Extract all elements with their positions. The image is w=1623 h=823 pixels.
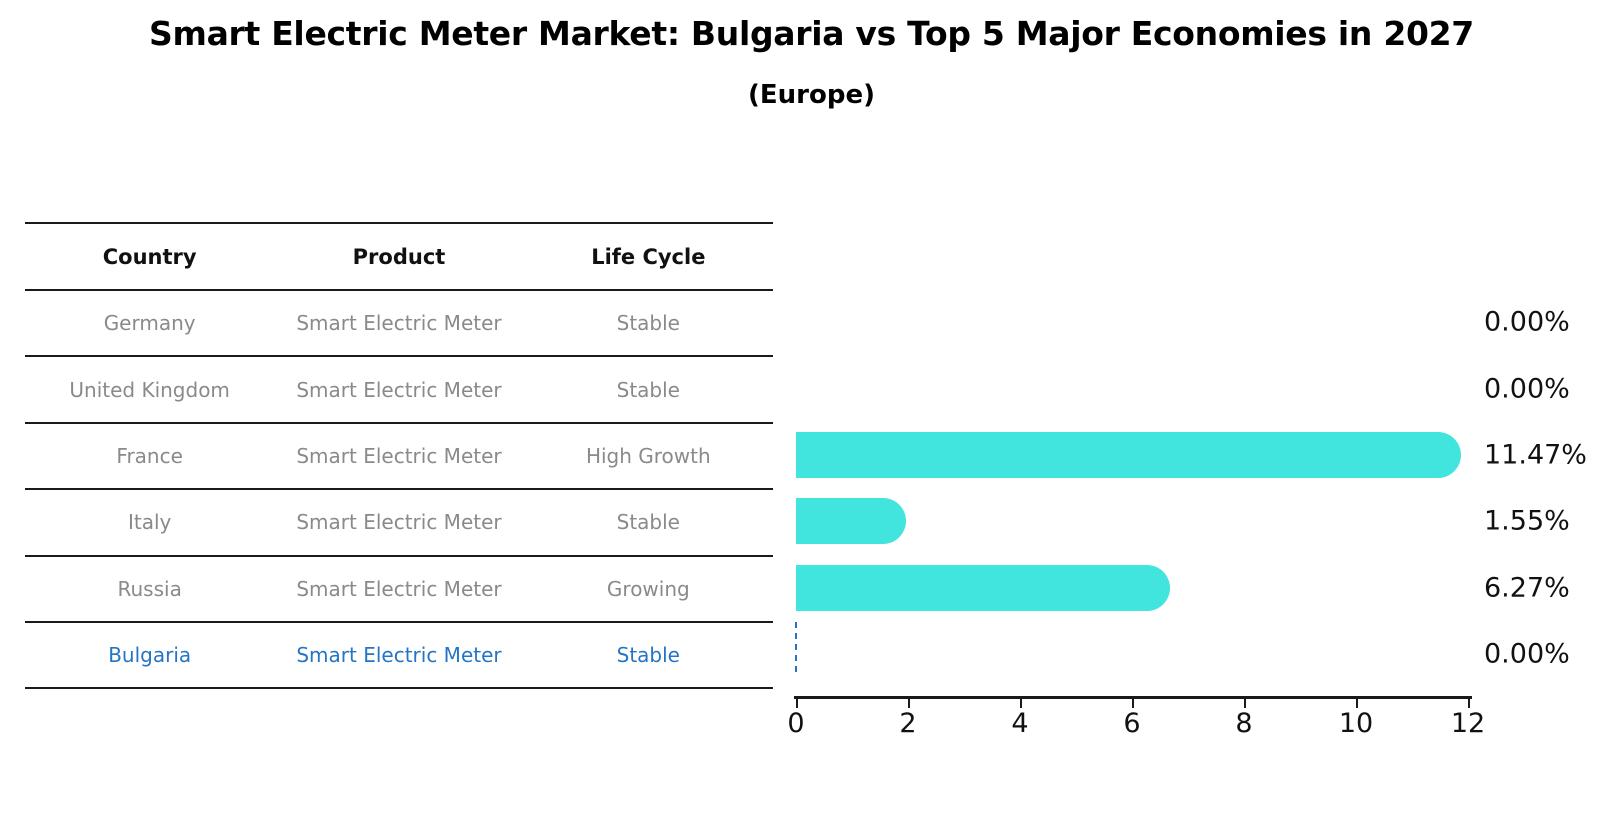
- table-row: United Kingdom Smart Electric Meter Stable: [25, 357, 773, 424]
- value-label: 0.00%: [1484, 638, 1570, 670]
- zero-marker-line: [795, 622, 797, 673]
- value-label: 0.00%: [1484, 373, 1570, 405]
- x-tick: [1132, 699, 1134, 708]
- x-tick-label: 6: [1123, 708, 1141, 739]
- x-tick: [1356, 699, 1358, 708]
- lifecycle-cell: Stable: [616, 311, 680, 336]
- table-row: Bulgaria Smart Electric Meter Stable: [25, 623, 773, 690]
- country-cell: Italy: [127, 510, 172, 535]
- value-bar: [796, 432, 1462, 478]
- chart-title: Smart Electric Meter Market: Bulgaria vs…: [149, 14, 1474, 53]
- country-cell: Bulgaria: [108, 643, 192, 668]
- product-cell: Smart Electric Meter: [296, 443, 502, 468]
- x-tick: [1020, 699, 1022, 708]
- value-bar: [796, 498, 906, 545]
- product-cell: Smart Electric Meter: [296, 576, 502, 601]
- table-row: Italy Smart Electric Meter Stable: [25, 490, 773, 557]
- product-cell: Smart Electric Meter: [296, 377, 502, 402]
- country-cell: Russia: [117, 576, 182, 601]
- value-label: 11.47%: [1484, 439, 1587, 471]
- x-tick-label: 4: [1011, 708, 1029, 739]
- column-header-country: Country: [102, 244, 197, 269]
- value-bar: [796, 564, 1171, 611]
- table-row: France Smart Electric Meter High Growth: [25, 424, 773, 491]
- lifecycle-cell: Stable: [616, 510, 680, 535]
- product-cell: Smart Electric Meter: [296, 510, 502, 535]
- lifecycle-cell: High Growth: [585, 443, 711, 468]
- table-header-row: Country Product Life Cycle: [25, 224, 773, 291]
- x-axis: [794, 696, 1472, 699]
- country-table: Country Product Life Cycle Germany Smart …: [25, 222, 773, 690]
- x-tick-label: 0: [787, 708, 805, 739]
- x-tick-label: 8: [1235, 708, 1253, 739]
- country-cell: France: [116, 443, 183, 468]
- table-row: Germany Smart Electric Meter Stable: [25, 291, 773, 358]
- chart-subtitle: (Europe): [748, 80, 875, 110]
- lifecycle-cell: Stable: [616, 643, 680, 668]
- product-cell: Smart Electric Meter: [296, 643, 502, 668]
- column-header-lifecycle: Life Cycle: [591, 244, 706, 269]
- country-cell: Germany: [103, 311, 196, 336]
- x-tick: [1244, 699, 1246, 708]
- x-tick: [796, 699, 798, 708]
- lifecycle-cell: Stable: [616, 377, 680, 402]
- column-header-product: Product: [352, 244, 446, 269]
- table-body: Germany Smart Electric Meter Stable United …: [25, 291, 773, 690]
- x-tick: [1468, 699, 1470, 708]
- country-cell: United Kingdom: [69, 377, 230, 402]
- value-label: 0.00%: [1484, 306, 1570, 338]
- table-row: Russia Smart Electric Meter Growing: [25, 557, 773, 623]
- x-tick: [908, 699, 910, 708]
- x-tick-label: 10: [1338, 708, 1374, 739]
- x-tick-label: 12: [1450, 708, 1486, 739]
- lifecycle-cell: Growing: [606, 576, 690, 601]
- product-cell: Smart Electric Meter: [296, 311, 502, 336]
- value-label: 1.55%: [1484, 505, 1570, 537]
- x-tick-label: 2: [899, 708, 917, 739]
- value-label: 6.27%: [1484, 572, 1570, 604]
